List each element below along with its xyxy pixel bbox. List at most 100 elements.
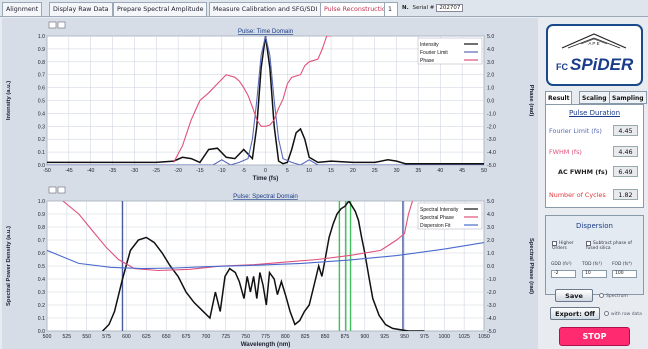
y2-tick-label: 1.0 bbox=[487, 251, 494, 257]
spectrum-radio[interactable]: Spectrum bbox=[599, 293, 628, 299]
x-axis-label: Time (fs) bbox=[253, 175, 279, 182]
tab-index-box[interactable]: 1 bbox=[384, 2, 398, 16]
y2-tick-label: 3.0 bbox=[487, 60, 494, 66]
y2-tick-label: 5.0 bbox=[487, 199, 494, 205]
spectral-domain-chart: 500 525 550 575 600 625 650 675 700 725 750 775 800 8… bbox=[2, 183, 538, 349]
y-tick-label: 0.8 bbox=[38, 225, 45, 231]
x-tick-label: 675 bbox=[182, 334, 191, 340]
x-tick-label: -25 bbox=[153, 168, 161, 174]
higher-orders-checkbox[interactable]: Higher Orders bbox=[552, 241, 580, 251]
stop-button[interactable]: STOP bbox=[559, 327, 630, 346]
charts-area: -50 -45 -40 -35 -30 -25 -20 -15 -10 -5 0 5 10 15 20 25 3… bbox=[2, 18, 538, 349]
tod-input[interactable]: 10 bbox=[582, 270, 607, 278]
tab-measure-calibration[interactable]: Measure Calibration and SFG/SDI bbox=[209, 2, 322, 16]
y2-tick-label: -1.0 bbox=[487, 111, 496, 117]
y2-tick-label: -2.0 bbox=[487, 290, 496, 296]
radio-icon bbox=[599, 293, 604, 298]
pulse-duration-title: Pulse Duration bbox=[568, 109, 621, 117]
serial-value[interactable]: 202707 bbox=[436, 4, 464, 12]
fourier-limit-value: 4.45 bbox=[613, 125, 638, 136]
subtract-phase-checkbox[interactable]: Subtract phase of fused silica bbox=[586, 241, 641, 251]
export-button[interactable]: Export: Off bbox=[550, 307, 600, 320]
x-tick-label: 850 bbox=[321, 334, 330, 340]
x-tick-label: 5 bbox=[286, 168, 289, 174]
gdd-input[interactable]: -2 bbox=[551, 270, 576, 278]
y-tick-label: 0.2 bbox=[38, 303, 45, 309]
tab-pulse-reconstruction[interactable]: Pulse Reconstruction bbox=[320, 2, 394, 16]
y-tick-label: 0.5 bbox=[38, 99, 45, 105]
tab-result[interactable]: Result bbox=[545, 91, 573, 104]
save-button[interactable]: Save bbox=[555, 289, 593, 302]
radio-icon bbox=[604, 311, 609, 316]
serial-prefix: N. bbox=[402, 5, 409, 11]
y2-tick-label: -5.0 bbox=[487, 163, 496, 169]
y-tick-label: 0.5 bbox=[38, 264, 45, 270]
x-tick-label: 700 bbox=[202, 334, 211, 340]
serial-number: N. Serial #202707 bbox=[402, 4, 464, 12]
y2-tick-label: 0.0 bbox=[487, 264, 494, 270]
x-tick-label: 875 bbox=[341, 334, 350, 340]
x-tick-label: 30 bbox=[394, 168, 400, 174]
legend-label: Spectral Phase bbox=[420, 215, 454, 221]
y2-tick-label: 2.0 bbox=[487, 73, 494, 79]
y2-tick-label: 4.0 bbox=[487, 47, 494, 53]
y2-tick-label: 4.0 bbox=[487, 212, 494, 218]
x-tick-label: 925 bbox=[380, 334, 389, 340]
zoom-tool-icon bbox=[48, 186, 57, 194]
x-tick-label: 825 bbox=[301, 334, 310, 340]
number-of-cycles-label: Number of Cycles bbox=[549, 191, 606, 199]
with-raw-data-radio[interactable]: with raw data bbox=[604, 311, 642, 317]
fwhm-label: FWHM (fs) bbox=[549, 148, 582, 156]
legend-label: Spectral Intensity bbox=[420, 207, 459, 213]
y-tick-label: 0.8 bbox=[38, 60, 45, 66]
x-tick-label: 950 bbox=[400, 334, 409, 340]
y2-tick-label: 3.0 bbox=[487, 225, 494, 231]
pan-tool-icon bbox=[57, 186, 66, 194]
x-tick-label: 20 bbox=[350, 168, 356, 174]
x-tick-label: 0 bbox=[264, 168, 267, 174]
x-tick-label: -40 bbox=[87, 168, 95, 174]
x-tick-label: 725 bbox=[221, 334, 230, 340]
tab-alignment[interactable]: Alignment bbox=[2, 2, 43, 16]
tab-display-raw-data[interactable]: Display Raw Data bbox=[49, 2, 113, 16]
svg-text:FC: FC bbox=[556, 62, 568, 72]
x-tick-label: -35 bbox=[109, 168, 117, 174]
y2-tick-label: -2.0 bbox=[487, 124, 496, 130]
pan-tool-icon bbox=[57, 21, 66, 29]
y-tick-label: 0.2 bbox=[38, 137, 45, 143]
x-tick-label: 800 bbox=[281, 334, 290, 340]
legend-label: Phase bbox=[420, 58, 434, 64]
tab-sampling[interactable]: Sampling bbox=[609, 91, 647, 104]
fwhm-value: 4.46 bbox=[613, 146, 638, 157]
y-tick-label: 0.9 bbox=[38, 47, 45, 53]
y-tick-label: 0.3 bbox=[38, 124, 45, 130]
y2-tick-label: 1.0 bbox=[487, 86, 494, 92]
serial-label: Serial # bbox=[412, 5, 435, 11]
tab-scaling[interactable]: Scaling bbox=[579, 91, 610, 104]
y-tick-label: 0.7 bbox=[38, 73, 45, 79]
x-tick-label: -30 bbox=[131, 168, 139, 174]
y-axis-label: Spectral Power Density (a.u.) bbox=[6, 226, 12, 306]
x-tick-label: -5 bbox=[241, 168, 246, 174]
series-line-intensity bbox=[47, 36, 484, 165]
y2-tick-label: 5.0 bbox=[487, 34, 494, 40]
tab-prepare-spectral-amplitude[interactable]: Prepare Spectral Amplitude bbox=[113, 2, 208, 16]
x-tick-label: 650 bbox=[162, 334, 171, 340]
y-tick-label: 0.6 bbox=[38, 251, 45, 257]
y-tick-label: 0.1 bbox=[38, 150, 45, 156]
number-of-cycles-value: 1.82 bbox=[613, 189, 638, 200]
y-tick-label: 1.0 bbox=[38, 34, 45, 40]
x-tick-label: -45 bbox=[65, 168, 73, 174]
x-tick-label: -50 bbox=[43, 168, 51, 174]
fod-input[interactable]: 100 bbox=[612, 270, 637, 278]
chart-title: Pulse: Time Domain bbox=[238, 28, 294, 35]
y2-tick-label: -3.0 bbox=[487, 303, 496, 309]
x-tick-label: 600 bbox=[122, 334, 131, 340]
right-panel: A P E FC SPiDER Result Scaling Sampling … bbox=[541, 18, 648, 349]
chart-title: Pulse: Spectral Domain bbox=[233, 193, 298, 200]
subtract-phase-label: Subtract phase of fused silica bbox=[586, 241, 632, 251]
y2-tick-label: 2.0 bbox=[487, 238, 494, 244]
x-tick-label: 975 bbox=[420, 334, 429, 340]
ac-fwhm-value: 6.49 bbox=[613, 166, 638, 177]
y-axis-label: Intensity (a.u.) bbox=[6, 81, 12, 120]
